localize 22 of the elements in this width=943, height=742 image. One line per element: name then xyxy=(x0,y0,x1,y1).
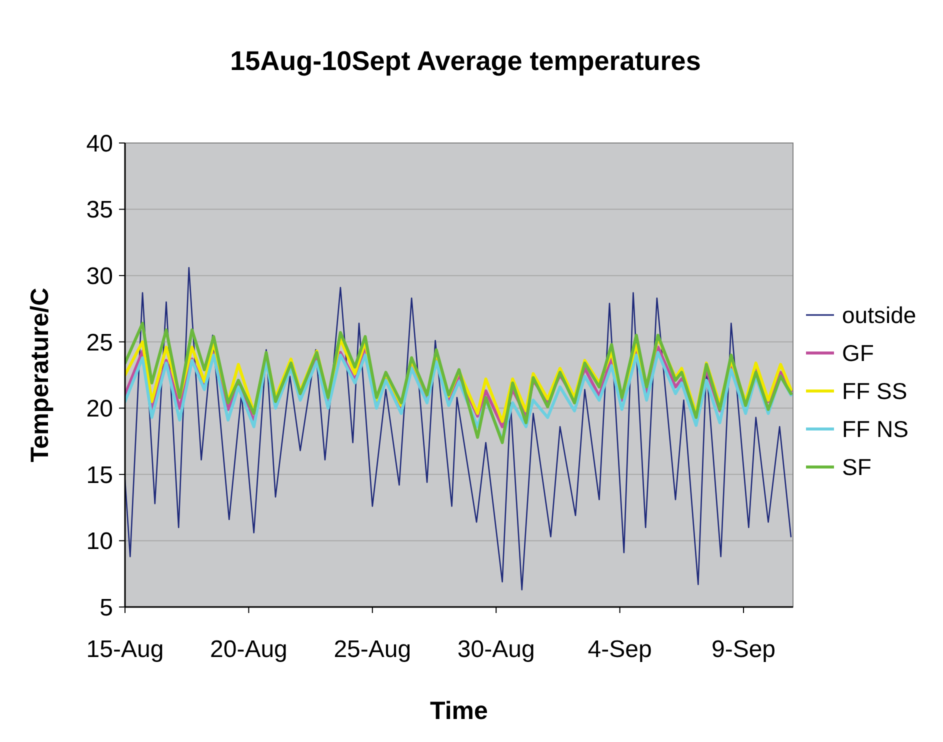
y-axis-title: Temperature/C xyxy=(26,288,54,462)
x-tick-label: 9-Sep xyxy=(711,636,776,663)
x-tick-label: 15-Aug xyxy=(86,636,164,663)
x-tick-label: 25-Aug xyxy=(334,636,412,663)
legend-label: FF NS xyxy=(842,416,908,442)
x-tick-label: 20-Aug xyxy=(210,636,288,663)
x-tick-label: 4-Sep xyxy=(588,636,652,663)
x-axis-title: Time xyxy=(430,697,488,725)
y-tick-label: 35 xyxy=(86,196,113,224)
y-tick-label: 10 xyxy=(86,528,113,556)
y-tick-label: 40 xyxy=(86,130,113,158)
y-tick-label: 30 xyxy=(86,262,113,290)
x-tick-label: 30-Aug xyxy=(457,636,535,663)
y-tick-label: 20 xyxy=(86,396,113,423)
legend-label: FF SS xyxy=(842,378,908,404)
legend-label: outside xyxy=(842,302,916,328)
legend-label: GF xyxy=(842,340,874,366)
y-tick-label: 5 xyxy=(100,594,113,622)
legend-label: SF xyxy=(842,454,872,480)
chart-title: 15Aug-10Sept Average temperatures xyxy=(230,46,701,76)
y-tick-label: 15 xyxy=(86,462,113,489)
y-tick-label: 25 xyxy=(86,329,113,356)
